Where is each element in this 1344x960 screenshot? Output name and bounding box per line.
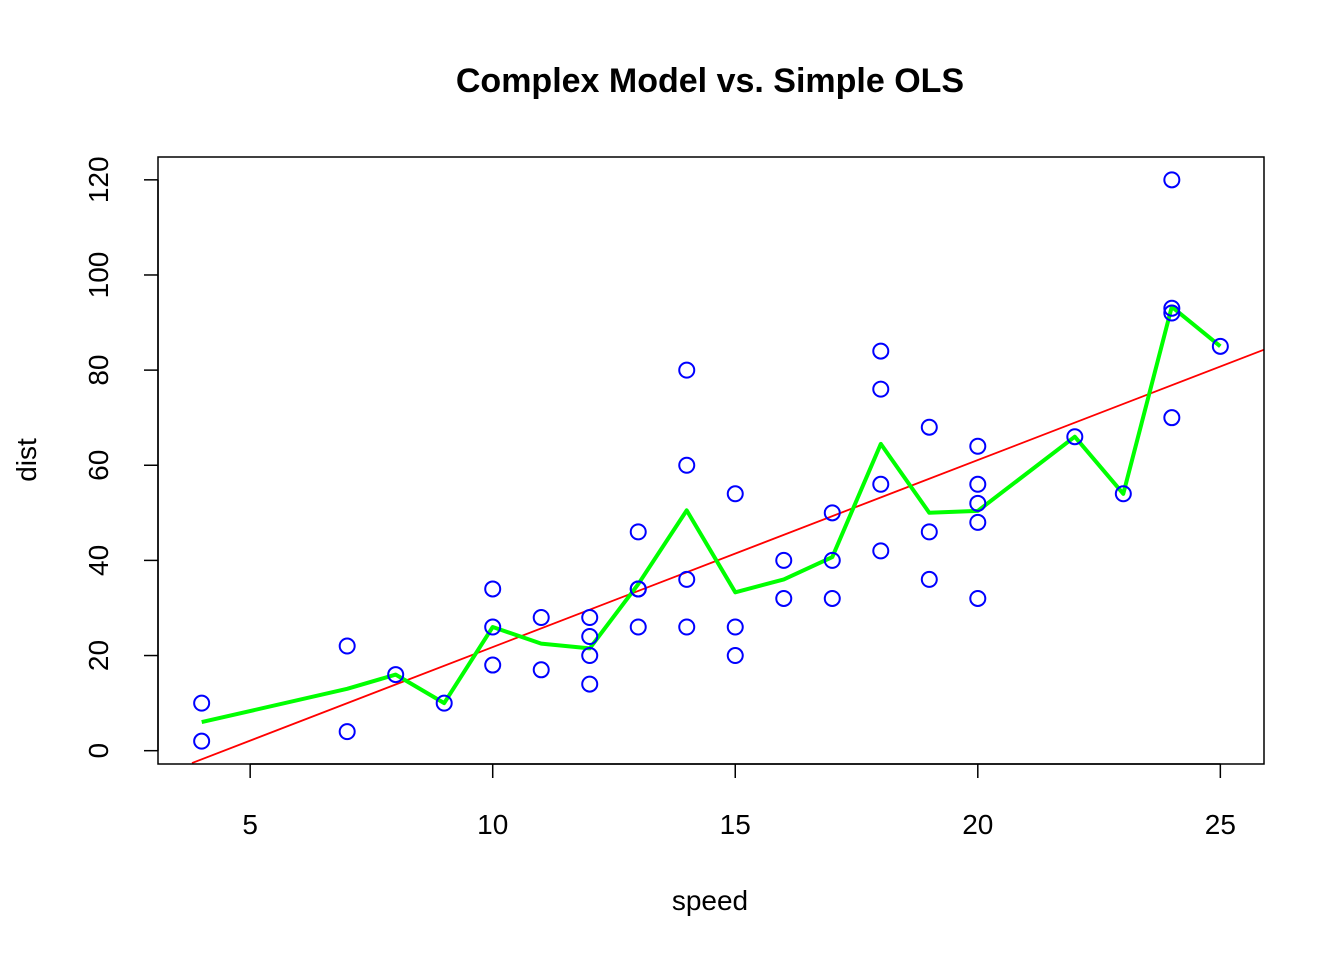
y-axis: 0 20 40 60 80 100 120 [83, 156, 159, 759]
complex-model-line [201, 304, 1222, 725]
data-point [1163, 409, 1181, 427]
data-point [629, 618, 647, 636]
y-tick-label: 20 [83, 640, 114, 671]
y-tick-label: 80 [83, 355, 114, 386]
data-point [581, 647, 599, 665]
data-point [678, 570, 696, 588]
data-point [1163, 171, 1181, 189]
data-point [484, 656, 502, 674]
data-point [338, 723, 356, 741]
data-point [678, 361, 696, 379]
data-point [532, 608, 550, 626]
x-tick-label: 25 [1205, 809, 1236, 840]
data-point [969, 494, 987, 512]
data-point [678, 618, 696, 636]
data-point [823, 551, 841, 569]
data-point [823, 504, 841, 522]
data-point [1211, 337, 1229, 355]
y-tick-label: 100 [83, 252, 114, 299]
y-tick-label: 120 [83, 156, 114, 203]
y-tick-label: 40 [83, 545, 114, 576]
data-point [484, 580, 502, 598]
data-point [581, 608, 599, 626]
y-tick-label: 0 [83, 743, 114, 759]
data-point [872, 542, 890, 560]
data-point [1163, 304, 1181, 322]
data-point [581, 675, 599, 693]
data-point [775, 551, 793, 569]
data-point [775, 589, 793, 607]
chart-title: Complex Model vs. Simple OLS [456, 62, 964, 100]
plot-area [191, 171, 1264, 764]
y-axis-title: dist [11, 438, 42, 482]
data-point [823, 589, 841, 607]
x-tick-label: 15 [720, 809, 751, 840]
data-point [1066, 428, 1084, 446]
data-point [1163, 299, 1181, 317]
data-point [872, 475, 890, 493]
x-tick-label: 20 [962, 809, 993, 840]
data-point [435, 694, 453, 712]
x-tick-label: 5 [242, 809, 258, 840]
data-point [872, 342, 890, 360]
data-point [920, 570, 938, 588]
data-point [1114, 485, 1132, 503]
x-axis-title: speed [672, 885, 748, 916]
data-point [532, 661, 550, 679]
data-point [969, 437, 987, 455]
data-point [193, 732, 211, 750]
data-point [629, 523, 647, 541]
data-point [969, 475, 987, 493]
data-point [969, 513, 987, 531]
data-point [726, 618, 744, 636]
data-point [969, 589, 987, 607]
data-point [387, 666, 405, 684]
data-point [920, 418, 938, 436]
data-point [726, 647, 744, 665]
plot-frame [157, 156, 1265, 765]
ols-fit-line [191, 348, 1264, 764]
data-point [678, 456, 696, 474]
x-axis: 5 10 15 20 25 [242, 763, 1236, 840]
data-point [484, 618, 502, 636]
data-point [338, 637, 356, 655]
data-point [872, 380, 890, 398]
y-tick-label: 60 [83, 450, 114, 481]
x-tick-label: 10 [477, 809, 508, 840]
data-point [726, 485, 744, 503]
data-point [193, 694, 211, 712]
data-point [581, 628, 599, 646]
data-point [629, 580, 647, 598]
data-point [920, 523, 938, 541]
